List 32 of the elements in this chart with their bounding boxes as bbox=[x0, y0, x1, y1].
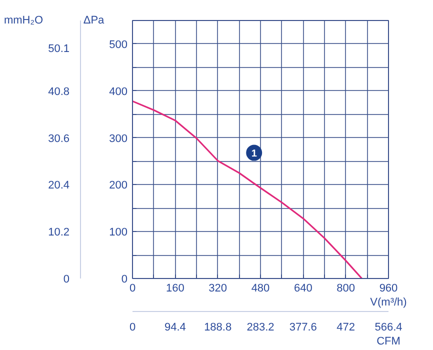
y2-tick-label: 50.1 bbox=[48, 43, 70, 56]
x2-tick-label: 472 bbox=[336, 322, 356, 334]
y2-axis-title: mmH₂O bbox=[4, 14, 44, 26]
y-tick-label: 400 bbox=[109, 86, 128, 98]
y2-tick-label: 40.8 bbox=[48, 86, 70, 98]
x2-tick-label: 0 bbox=[129, 322, 136, 334]
x-tick-label: 960 bbox=[379, 282, 398, 294]
y-tick-label: 100 bbox=[109, 226, 128, 239]
x-tick-label: 480 bbox=[251, 282, 270, 294]
y2-tick-label: 20.4 bbox=[48, 180, 70, 192]
x2-axis-title: CFM bbox=[376, 336, 400, 348]
x-tick-label: 800 bbox=[336, 282, 356, 294]
x-tick-label: 320 bbox=[208, 282, 228, 294]
line-series bbox=[132, 100, 363, 278]
x-tick-label: 0 bbox=[129, 282, 136, 294]
annotation: 1 bbox=[251, 148, 258, 160]
x-tick-label: 640 bbox=[294, 282, 312, 294]
y-tick-label: 0 bbox=[121, 274, 128, 286]
x2-tick-label: 566.4 bbox=[374, 322, 402, 334]
x2-tick-label: 94.4 bbox=[164, 322, 186, 334]
y-tick-label: 500 bbox=[109, 38, 128, 51]
y2-tick-label: 10.2 bbox=[48, 226, 70, 239]
x2-tick-label: 377.6 bbox=[289, 322, 317, 334]
y2-tick-label: 30.6 bbox=[48, 132, 70, 145]
x2-tick-label: 283.2 bbox=[246, 322, 274, 334]
x2-tick-label: 188.8 bbox=[204, 322, 232, 334]
y2-tick-label: 0 bbox=[63, 274, 70, 286]
y-tick-label: 200 bbox=[109, 180, 128, 192]
y-axis-title: ΔPa bbox=[83, 14, 106, 26]
y-tick-label: 300 bbox=[109, 132, 128, 145]
x-tick-label: 160 bbox=[166, 282, 184, 294]
x-axis-title: V(m³/h) bbox=[370, 296, 407, 308]
